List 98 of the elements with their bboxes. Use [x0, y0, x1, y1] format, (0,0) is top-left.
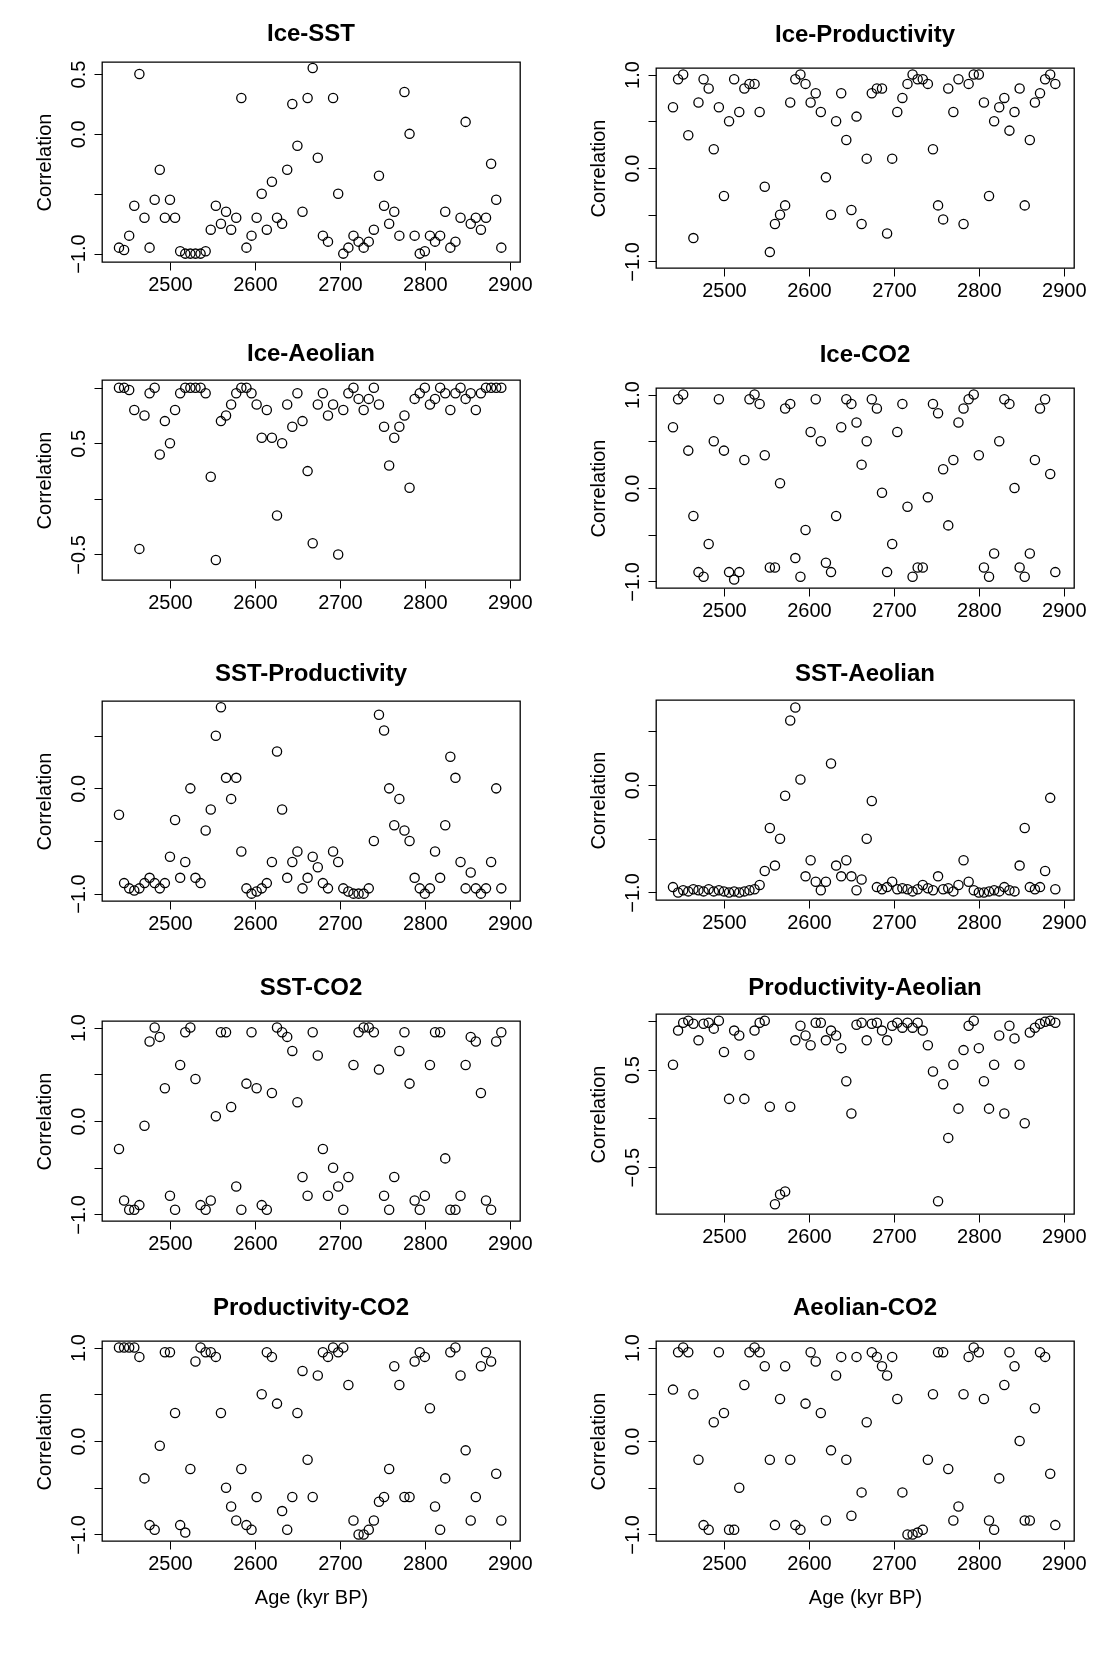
x-tick-label: 2900	[1042, 1551, 1087, 1574]
x-tick-label: 2900	[1042, 1224, 1087, 1247]
x-tick-label: 2900	[488, 911, 533, 934]
x-tick-label: 2800	[403, 911, 448, 934]
x-axis-title: Age (kyr BP)	[254, 1585, 369, 1608]
x-tick-label: 2700	[318, 1231, 363, 1254]
y-axis-title: Correlation	[32, 113, 55, 212]
chart-title: Productivity-CO2	[212, 1292, 410, 1320]
x-tick-label: 2700	[872, 598, 917, 621]
x-tick-label: 2500	[148, 911, 193, 934]
y-axis-title: Correlation	[586, 1065, 609, 1164]
y-tick-label: −0.5	[66, 535, 89, 575]
x-tick-label: 2500	[702, 278, 747, 301]
x-tick-label: 2500	[148, 272, 193, 295]
chart-title: SST-Productivity	[214, 659, 408, 687]
chart-title: Ice-SST	[266, 19, 356, 47]
x-tick-label: 2800	[957, 1551, 1002, 1574]
x-tick-label: 2700	[318, 590, 363, 613]
x-tick-label: 2600	[233, 911, 278, 934]
x-tick-label: 2700	[872, 1224, 917, 1247]
y-tick-label: 0.0	[620, 474, 643, 503]
x-tick-label: 2900	[488, 1551, 533, 1574]
chart-title: SST-Aeolian	[794, 659, 936, 686]
x-tick-label: 2500	[148, 1551, 193, 1574]
x-tick-label: 2700	[872, 278, 917, 301]
y-tick-label: −1.0	[66, 1195, 89, 1235]
y-axis-title: Correlation	[32, 1392, 55, 1491]
y-tick-label: 1.0	[620, 61, 643, 89]
x-tick-label: 2900	[1042, 910, 1087, 933]
y-tick-label: 0.0	[66, 1107, 89, 1136]
y-tick-label: 0.0	[620, 771, 643, 800]
x-tick-label: 2800	[957, 910, 1002, 933]
y-axis-title: Correlation	[586, 119, 609, 218]
x-tick-label: 2500	[148, 1231, 193, 1254]
x-tick-label: 2600	[787, 598, 832, 621]
y-tick-label: −1.0	[66, 234, 89, 274]
y-tick-label: 1.0	[620, 381, 643, 409]
y-tick-label: 0.0	[620, 1427, 643, 1456]
x-tick-label: 2700	[318, 272, 363, 295]
chart-title: Ice-CO2	[819, 339, 911, 367]
x-tick-label: 2800	[403, 1551, 448, 1574]
x-tick-label: 2800	[403, 1231, 448, 1254]
chart-title: Ice-Aeolian	[246, 339, 376, 366]
x-tick-label: 2700	[872, 1551, 917, 1574]
y-axis-title: Correlation	[586, 439, 609, 538]
x-tick-label: 2600	[233, 1231, 278, 1254]
y-tick-label: 0.0	[66, 1427, 89, 1456]
chart-title: SST-CO2	[259, 972, 363, 1000]
x-tick-label: 2600	[787, 1224, 832, 1247]
chart-title: Ice-Productivity	[774, 19, 956, 47]
y-axis-title: Correlation	[32, 431, 55, 530]
y-tick-label: 0.0	[66, 120, 89, 149]
x-tick-label: 2600	[787, 1551, 832, 1574]
x-tick-label: 2500	[702, 1551, 747, 1574]
y-axis-title: Correlation	[32, 1072, 55, 1171]
x-tick-label: 2600	[233, 272, 278, 295]
x-tick-label: 2900	[488, 590, 533, 613]
x-tick-label: 2500	[148, 590, 193, 613]
chart-title: Productivity-Aeolian	[748, 972, 982, 1000]
x-tick-label: 2800	[957, 278, 1002, 301]
x-tick-label: 2700	[318, 1551, 363, 1574]
y-tick-label: 1.0	[620, 1334, 643, 1362]
x-tick-label: 2700	[318, 911, 363, 934]
x-tick-label: 2500	[702, 598, 747, 621]
y-axis-title: Correlation	[586, 751, 609, 850]
x-tick-label: 2600	[233, 590, 278, 613]
x-tick-label: 2500	[702, 910, 747, 933]
x-tick-label: 2900	[1042, 598, 1087, 621]
x-tick-label: 2700	[872, 910, 917, 933]
y-tick-label: 0.0	[620, 154, 643, 183]
y-tick-label: −1.0	[620, 873, 643, 913]
x-tick-label: 2900	[488, 272, 533, 295]
x-tick-label: 2800	[403, 590, 448, 613]
y-tick-label: 0.5	[66, 429, 89, 458]
x-tick-label: 2600	[787, 910, 832, 933]
y-tick-label: −1.0	[620, 562, 643, 602]
x-tick-label: 2900	[1042, 278, 1087, 301]
y-axis-title: Correlation	[586, 1392, 609, 1491]
y-axis-title: Correlation	[32, 752, 55, 851]
x-tick-label: 2900	[488, 1231, 533, 1254]
x-tick-label: 2800	[403, 272, 448, 295]
x-axis-title: Age (kyr BP)	[808, 1585, 923, 1608]
chart-title: Aeolian-CO2	[792, 1292, 938, 1320]
y-tick-label: −1.0	[620, 1515, 643, 1555]
y-tick-label: −1.0	[66, 874, 89, 914]
y-tick-label: 0.5	[66, 60, 89, 89]
y-tick-label: −0.5	[620, 1147, 643, 1188]
x-tick-label: 2600	[233, 1551, 278, 1574]
y-tick-label: 0.5	[620, 1056, 643, 1085]
x-tick-label: 2800	[957, 1224, 1002, 1247]
y-tick-label: 0.0	[66, 774, 89, 803]
x-tick-label: 2500	[702, 1224, 747, 1247]
x-tick-label: 2800	[957, 598, 1002, 621]
y-tick-label: −1.0	[620, 242, 643, 282]
y-tick-label: 1.0	[66, 1334, 89, 1362]
y-tick-label: −1.0	[66, 1515, 89, 1555]
y-tick-label: 1.0	[66, 1014, 89, 1042]
x-tick-label: 2600	[787, 278, 832, 301]
